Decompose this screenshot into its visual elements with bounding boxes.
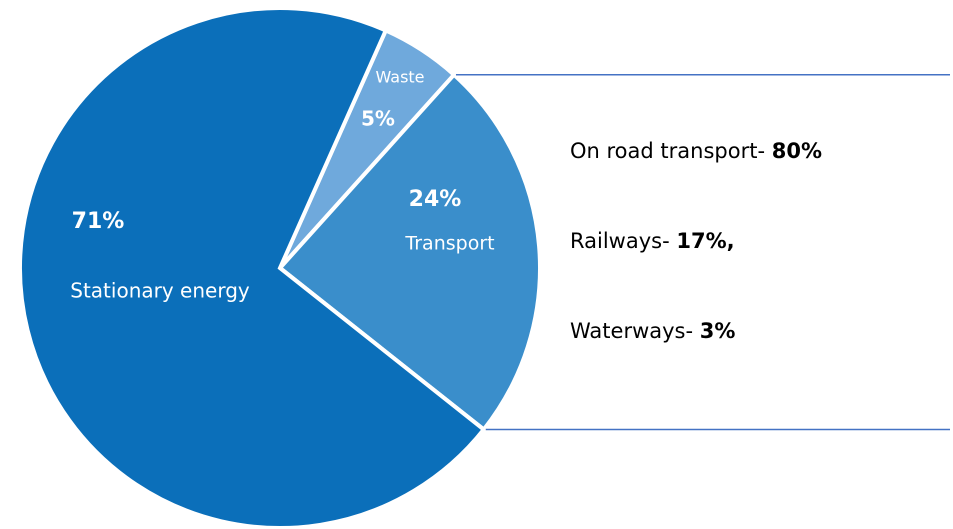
breakdown-item: Railways- 17%, bbox=[570, 229, 735, 253]
breakdown-item: Waterways- 3% bbox=[570, 319, 735, 343]
slice-value-label: 5% bbox=[361, 107, 395, 131]
breakdown-item: On road transport- 80% bbox=[570, 139, 822, 163]
slice-label: Stationary energy bbox=[70, 279, 250, 303]
pie-slice bbox=[18, 6, 487, 529]
slice-label: Waste bbox=[375, 68, 424, 87]
slice-value-label: 71% bbox=[72, 209, 125, 234]
slice-value-label: 24% bbox=[409, 187, 462, 212]
slice-label: Transport bbox=[404, 233, 494, 255]
breakdown-label: On road transport- bbox=[570, 139, 765, 163]
pie-slice bbox=[277, 71, 542, 433]
breakdown-value: 3% bbox=[700, 319, 736, 343]
breakdown-value: 80% bbox=[772, 139, 822, 163]
breakdown-label: Waterways- bbox=[570, 319, 693, 343]
breakdown-value: 17%, bbox=[676, 229, 734, 253]
breakdown-label: Railways- bbox=[570, 229, 670, 253]
